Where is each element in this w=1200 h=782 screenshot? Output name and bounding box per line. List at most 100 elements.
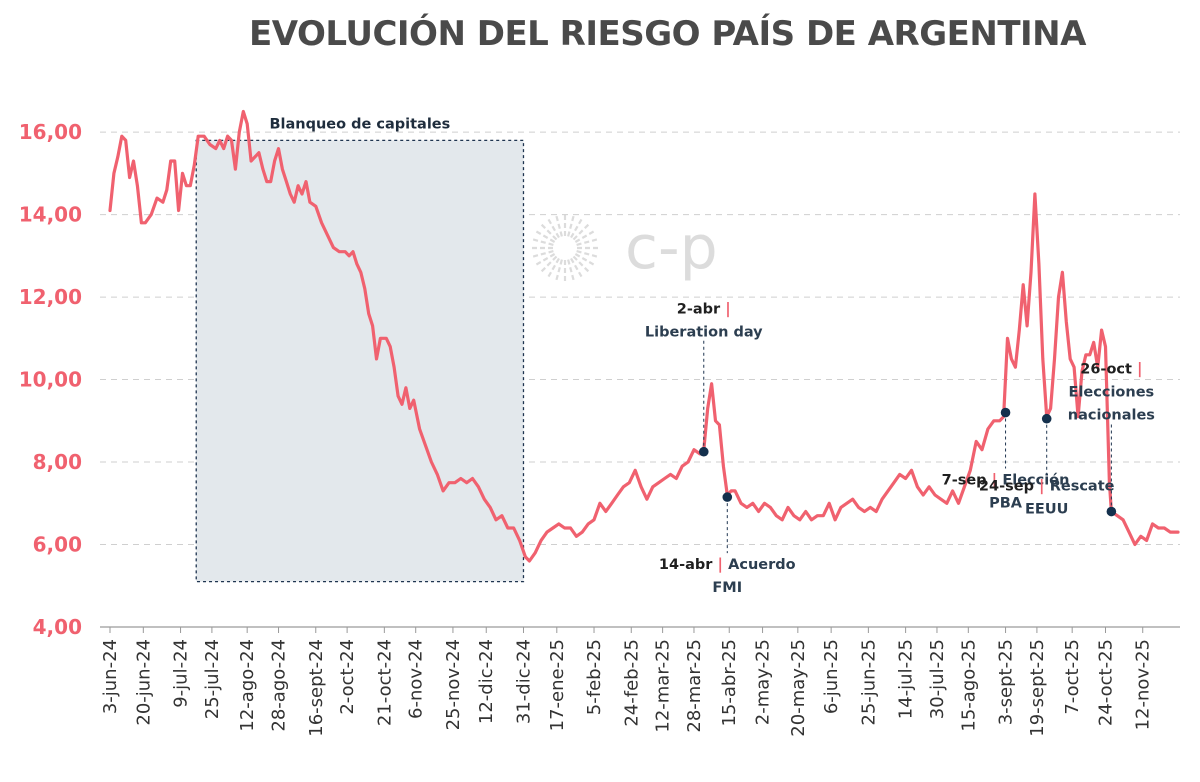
x-tick-label: 20-jun-24 <box>133 639 154 726</box>
series-riesgo-pais <box>108 109 1180 563</box>
sunburst-icon <box>531 214 599 282</box>
annotation-label: Rescate <box>1050 479 1115 495</box>
annotation-date-text: 26-oct <box>1080 362 1137 378</box>
annotation-label: nacionales <box>1068 408 1155 424</box>
x-tick-label: 6-nov-24 <box>406 639 427 719</box>
watermark-ray <box>572 223 590 241</box>
x-tick-label: 9-jul-24 <box>171 639 192 708</box>
annotation-marker <box>722 492 733 502</box>
annotation-24-sep: 24-sep | Rescate EEUU <box>979 413 1115 518</box>
blanqueo-shaded-box <box>195 139 525 583</box>
x-tick-label: 5-feb-25 <box>584 639 605 715</box>
chart-title: EVOLUCIÓN DEL RIESGO PAÍS DE ARGENTINA <box>249 14 1086 54</box>
annotation-date-text: 24-sep <box>979 479 1039 495</box>
x-tick-label: 28-mar-25 <box>684 639 705 733</box>
y-tick-label: 16,00 <box>19 120 82 144</box>
annotation-label: FMI <box>712 580 742 596</box>
y-tick-label: 4,00 <box>33 615 82 639</box>
x-tick-label: 17-ene-25 <box>547 639 568 731</box>
x-tick-label: 19-sept-25 <box>1027 639 1048 737</box>
annotation-date: 26-oct | <box>1080 360 1142 379</box>
annotation-marker <box>1041 413 1052 424</box>
x-tick-label: 31-dic-24 <box>513 639 534 724</box>
annotation-14-abr: 14-abr | Acuerdo FMI <box>659 492 796 596</box>
y-tick-label: 12,00 <box>19 285 82 309</box>
annotation-date-text: 7-sep <box>942 473 992 489</box>
annotations: 2-abr | Liberation day 14-abr | Acuerdo FMI… <box>645 300 1155 596</box>
x-tick-label: 12-mar-25 <box>653 639 674 733</box>
watermark-ray <box>540 255 558 273</box>
watermark-ray <box>535 253 556 266</box>
watermark-ray <box>535 230 556 243</box>
x-tick-label: 3-jun-24 <box>100 639 121 714</box>
annotation-label: Liberation day <box>645 325 763 341</box>
y-tick-label: 14,00 <box>19 203 82 227</box>
annotation-label: Acuerdo <box>728 557 796 573</box>
annotation-separator: | <box>1039 477 1050 496</box>
watermark-ray <box>555 259 563 282</box>
watermark-ray <box>567 259 575 282</box>
watermark-text: c-p <box>625 213 718 283</box>
annotation-label: EEUU <box>1025 502 1068 518</box>
watermark-ray <box>570 218 583 239</box>
annotation-label: Elección <box>1002 473 1069 489</box>
series-line <box>108 109 1180 563</box>
watermark-ray <box>576 238 599 246</box>
x-tick-label: 6-jun-25 <box>821 639 842 714</box>
annotation-label: Elecciones <box>1069 385 1155 401</box>
x-tick-label: 2-oct-24 <box>337 639 358 715</box>
x-tick-label: 15-abr-25 <box>719 639 740 727</box>
x-tick-label: 14-jul-25 <box>896 639 917 719</box>
watermark-ray <box>531 250 554 258</box>
shaded-region: Blanqueo de capitales <box>195 116 525 583</box>
watermark-logo: c-p <box>531 213 718 283</box>
watermark-ray <box>547 257 560 278</box>
annotation-date: 7-sep | Elección <box>942 471 1070 490</box>
annotation-date: 14-abr | Acuerdo <box>659 555 796 574</box>
y-tick-label: 10,00 <box>19 368 82 392</box>
y-tick-label: 8,00 <box>33 450 82 474</box>
x-tick-label: 12-dic-24 <box>476 639 497 724</box>
annotation-date-text: 2-abr <box>677 302 725 318</box>
x-tick-label: 16-sept-24 <box>306 639 327 737</box>
watermark-ray <box>531 238 554 246</box>
x-tick-label: 25-nov-24 <box>443 639 464 730</box>
x-tick-label: 24-feb-25 <box>621 639 642 727</box>
x-tick-label: 7-oct-25 <box>1062 639 1083 715</box>
annotation-marker <box>1106 506 1117 517</box>
y-tick-label: 6,00 <box>33 533 82 557</box>
x-tick-label: 2-may-25 <box>753 639 774 725</box>
watermark-ray <box>540 223 558 241</box>
x-tick-label: 25-jul-24 <box>202 639 223 719</box>
annotation-date-text: 14-abr <box>659 557 718 573</box>
x-tick-label: 21-oct-24 <box>374 639 395 726</box>
annotation-separator: | <box>992 471 1003 490</box>
watermark-ray <box>574 230 595 243</box>
annotation-date: 2-abr | <box>677 300 731 319</box>
annotation-2-abr: 2-abr | Liberation day <box>645 300 763 457</box>
annotation-7-sep: 7-sep | Elección PBA <box>942 407 1070 512</box>
y-axis: 4,00 6,00 8,00 10,00 12,00 14,00 16,00 <box>19 120 82 639</box>
x-tick-label: 28-ago-24 <box>269 639 290 732</box>
watermark-ray <box>555 214 563 237</box>
annotation-label: PBA <box>989 496 1023 512</box>
annotation-26-oct: 26-oct | Elecciones nacionales <box>1068 360 1155 517</box>
watermark-ray <box>547 218 560 239</box>
x-axis: 3-jun-24 20-jun-24 9-jul-24 25-jul-24 12-ago… <box>100 626 1180 737</box>
shaded-region-label: Blanqueo de capitales <box>269 116 450 132</box>
watermark-ray <box>567 214 575 237</box>
x-tick-label: 15-ago-25 <box>958 639 979 732</box>
annotation-date: 24-sep | Rescate <box>979 477 1115 496</box>
x-tick-label: 24-oct-25 <box>1095 639 1116 726</box>
annotation-marker <box>698 446 709 457</box>
annotation-marker <box>1000 407 1011 418</box>
watermark-ray <box>572 255 590 273</box>
annotation-separator: | <box>1137 360 1142 379</box>
annotation-separator: | <box>725 300 730 319</box>
x-tick-label: 20-may-25 <box>788 639 809 737</box>
watermark-ray <box>574 253 595 266</box>
x-tick-label: 12-nov-25 <box>1133 639 1154 730</box>
x-tick-label: 30-jul-25 <box>927 639 948 719</box>
x-tick-label: 3-sept-25 <box>996 639 1017 725</box>
